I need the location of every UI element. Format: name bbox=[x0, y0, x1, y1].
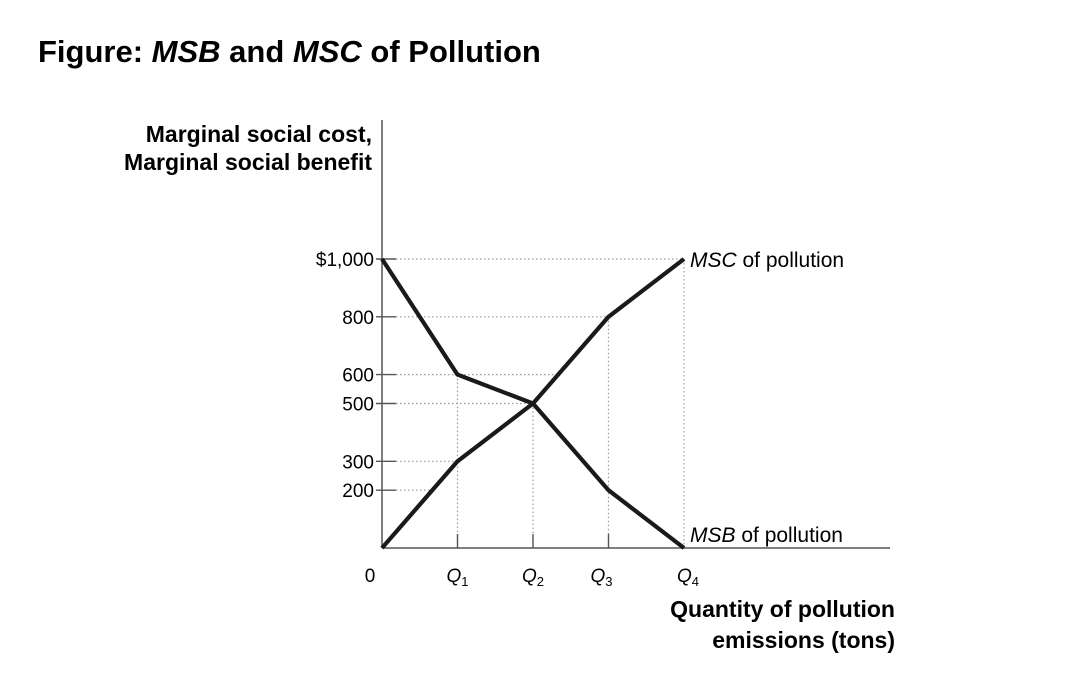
x-tick-label-sub: 1 bbox=[461, 574, 468, 589]
msb-label-abbrev: MSB bbox=[690, 524, 736, 547]
x-tick-label: Q3 bbox=[590, 566, 612, 589]
title-msb: MSB bbox=[151, 34, 221, 69]
title-prefix: Figure: bbox=[38, 34, 152, 69]
x-tick-label-sub: 4 bbox=[692, 574, 699, 589]
y-tick-label: $1,000 bbox=[316, 250, 374, 271]
y-tick-label: 500 bbox=[342, 395, 374, 416]
x-tick-label-sub: 2 bbox=[537, 574, 544, 589]
x-tick-label-sub: 3 bbox=[605, 574, 612, 589]
x-axis-label-line2: emissions (tons) bbox=[712, 627, 895, 653]
title-suffix: of Pollution bbox=[361, 34, 541, 69]
msb-label-rest: of pollution bbox=[736, 524, 843, 547]
x-tick-label-base: Q bbox=[522, 566, 537, 587]
origin-label: 0 bbox=[365, 566, 376, 587]
y-ticks: $1,000 800 600 500 300 200 bbox=[316, 250, 396, 502]
x-tick-label-base: Q bbox=[590, 566, 605, 587]
msb-curve-label: MSB of pollution bbox=[690, 524, 843, 547]
x-tick-label-base: Q bbox=[446, 566, 461, 587]
msc-curve-label: MSC of pollution bbox=[690, 249, 844, 272]
msb-line bbox=[380, 257, 686, 550]
x-tick-label: Q2 bbox=[522, 566, 544, 589]
y-axis-label: Marginal social cost, Marginal social be… bbox=[124, 120, 372, 176]
x-tick-label: Q1 bbox=[446, 566, 468, 589]
title-msc: MSC bbox=[292, 34, 362, 69]
msc-label-rest: of pollution bbox=[737, 249, 844, 272]
msc-label-abbrev: MSC bbox=[690, 249, 738, 272]
x-tick-label-base: Q bbox=[677, 566, 692, 587]
x-axis-label: Quantity of pollution emissions (tons) bbox=[670, 594, 895, 656]
x-axis-label-line1: Quantity of pollution bbox=[670, 596, 895, 622]
series-lines bbox=[380, 257, 686, 550]
grid-lines bbox=[396, 258, 685, 548]
chart-title: Figure: MSB and MSC of Pollution bbox=[38, 34, 541, 70]
y-tick-label: 600 bbox=[342, 366, 374, 387]
y-tick-label: 300 bbox=[342, 452, 374, 473]
y-axis-label-line1: Marginal social cost, bbox=[145, 121, 372, 147]
x-tick-label: Q4 bbox=[677, 566, 699, 589]
y-axis-label-line2: Marginal social benefit bbox=[124, 149, 372, 175]
title-and: and bbox=[220, 34, 293, 69]
y-tick-label: 200 bbox=[342, 481, 374, 502]
x-ticks: Q1 Q2 Q3 Q4 bbox=[446, 534, 699, 589]
y-tick-label: 800 bbox=[342, 308, 374, 329]
